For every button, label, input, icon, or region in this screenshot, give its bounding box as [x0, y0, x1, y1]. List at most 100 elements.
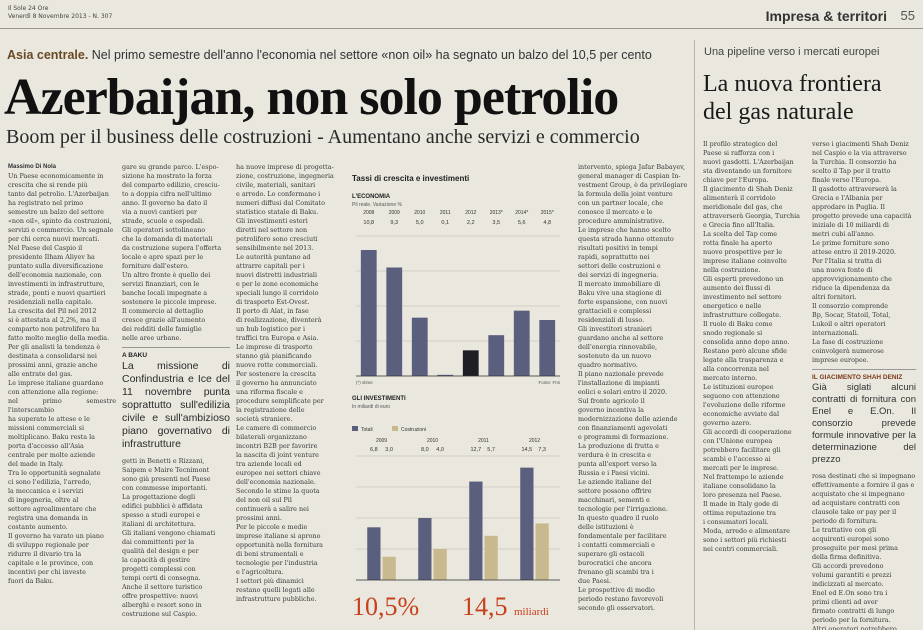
- text-line: sensibilmente nel 2013.: [236, 244, 314, 252]
- issue-date: Venerdì 8 Novembre 2013 - N. 307: [8, 13, 113, 20]
- text-line: l'installazione di impianti: [578, 379, 660, 387]
- text-line: di sviluppo regionale per: [8, 541, 89, 549]
- highlight-growth: 10,5%: [352, 592, 420, 621]
- text-line: potrebbero facilitare gli: [703, 446, 781, 454]
- text-line: Il consorzio comprende: [812, 302, 889, 310]
- text-line: gare su grande parco. L'espo-: [122, 163, 219, 171]
- article-kicker: Asia centrale. Nel primo semestre dell'a…: [7, 48, 652, 62]
- article-subheadline: Boom per il business delle costruzioni -…: [6, 126, 640, 148]
- body-column-2: gare su grande parco. L'espo-sizione ha …: [122, 163, 230, 630]
- text-line: imprese europee.: [812, 356, 869, 364]
- bar: [386, 267, 403, 376]
- text-line: tecnologie per l'industria: [236, 559, 318, 567]
- tick-label: 2011: [440, 210, 451, 216]
- text-line: effettivamente a fornire il gas e: [812, 481, 915, 489]
- text-line: progetti complessi con: [122, 565, 196, 573]
- text-line: cresce grazie all'aumento: [122, 316, 206, 324]
- investment-panel-subtitle: In miliardi di euro: [352, 404, 391, 410]
- text-line: costruzione sul Caspio.: [122, 610, 197, 618]
- legend-swatch: [352, 426, 358, 431]
- section-title: Impresa & territori: [765, 8, 887, 24]
- text-line: alimenterà il corridoio: [703, 194, 776, 202]
- text-line: via a nuovi cantieri per: [122, 208, 198, 216]
- data-label: 5,0: [416, 220, 424, 226]
- text-line: getti in Benetti e Rizzani,: [122, 457, 205, 465]
- text-line: della firma definitiva.: [812, 553, 882, 561]
- text-line: dell'energia rinnovabile,: [578, 343, 658, 351]
- highlight-investment-value: 14,5: [462, 592, 508, 621]
- text-line: italiani di architettura.: [122, 520, 196, 528]
- text-line: porta d'accesso all'Asia: [8, 442, 84, 450]
- text-line: attraverserà Georgia, Turchia: [703, 212, 800, 220]
- data-label: 4,8: [543, 220, 551, 226]
- text-line: Altri operatori potrebbero: [812, 625, 897, 630]
- text-line: incontri B2B per favorire: [236, 442, 318, 450]
- article-headline: Azerbaijan, non solo petrolio: [4, 69, 619, 126]
- text-line: rosa destinati che si impegnano: [812, 472, 916, 480]
- text-line: burocratici che ancora: [578, 559, 652, 567]
- text-line: Le camere di commercio: [236, 424, 317, 432]
- text-line: la meccanica e i servizi: [8, 487, 84, 495]
- text-line: Il profilo strategico del: [703, 140, 778, 148]
- body-text: Il profilo strategico del Paese si raffor…: [703, 140, 805, 554]
- data-label: 12,7: [471, 447, 482, 453]
- bar: [382, 556, 396, 580]
- text-line: tra aziende locali ed: [236, 460, 302, 468]
- text-line: sizione ha mostrato la forza: [122, 172, 212, 180]
- text-line: banche locali impegnate a: [122, 289, 208, 297]
- text-line: scelto il Tap per il tratto: [812, 167, 891, 175]
- economy-panel-subtitle: Pil reale. Variazione %: [352, 202, 402, 208]
- text-line: iniziale di 10 miliardi di: [812, 221, 889, 229]
- tick-label: 2009: [389, 210, 400, 216]
- text-line: diretti nel settore non: [236, 226, 308, 234]
- text-line: di ingegneria, oltre al: [8, 496, 79, 504]
- text-line: consolida anno dopo anno.: [703, 338, 790, 346]
- text-line: Nel Paese del Caspio il: [8, 244, 83, 252]
- text-line: residenziali nella capitale.: [8, 298, 94, 306]
- text-line: acquirenti europei sono: [812, 535, 890, 543]
- text-line: verso i giacimenti Shah Deniz: [812, 140, 909, 148]
- text-line: punta all'export verso la: [578, 460, 657, 468]
- text-line: spesso a studi europei e: [122, 511, 201, 519]
- text-line: «non oil», spinto da costruzioni,: [8, 217, 112, 225]
- text-line: nel primo semestre l'interscambio: [8, 397, 116, 414]
- text-line: e l'agricoltura.: [236, 568, 284, 576]
- text-line: Saipem e Maire Tecnimont: [122, 466, 210, 474]
- note-right: Fonte: Fmi: [538, 380, 560, 385]
- text-line: Secondo le stime la quota: [236, 487, 320, 495]
- text-line: Baku vive una stagione di: [578, 289, 662, 297]
- text-line: economiche avviate dal: [703, 410, 779, 418]
- text-line: fatto molto meglio della media.: [8, 334, 110, 342]
- data-label: 2,2: [467, 220, 475, 226]
- text-line: attese entro il 2019-2020.: [812, 248, 897, 256]
- text-line: si è attestata al 2,2%, ma il: [8, 316, 97, 324]
- text-line: tecnologie per l'irrigazione.: [578, 505, 668, 513]
- text-line: un hub logistico per i: [236, 325, 305, 333]
- text-line: Paese si rafforza con i: [703, 149, 775, 157]
- text-line: approdare in Puglia. Il: [812, 203, 885, 211]
- text-line: Gli esperti prevedono un: [703, 275, 784, 283]
- text-line: alberghi e resort sono in: [122, 601, 202, 609]
- text-line: capitale e le province, con: [8, 559, 94, 567]
- chart-box: Tassi di crescita e investimenti L'ECONO…: [348, 170, 568, 630]
- text-line: statistico statale di Baku.: [236, 208, 319, 216]
- text-line: con attenzione alla regione:: [8, 388, 99, 396]
- text-line: Le aziende italiane del: [578, 478, 652, 486]
- text-line: che la domanda di materiali: [122, 235, 213, 243]
- text-line: dell'economia nazionale.: [236, 478, 316, 486]
- text-line: locale e apre spazi per le: [122, 253, 204, 261]
- bar: [488, 335, 505, 376]
- text-line: europee nei settori chiave: [236, 469, 321, 477]
- text-line: procedure amministrative.: [578, 217, 665, 225]
- text-line: Il mercato immobiliare di: [578, 280, 661, 288]
- text-line: La crescita del Pil nel 2012: [8, 307, 97, 315]
- text-line: to a doppia cifra nell'ultimo: [122, 190, 212, 198]
- info-box: A BAKU La missione di Confindustria e Ic…: [122, 347, 230, 451]
- text-line: settori delle costruzioni e: [578, 262, 661, 270]
- text-line: Le trattative con gli: [812, 526, 877, 534]
- text-line: forniture dall'estero.: [122, 262, 189, 270]
- text-line: scambi e l'accesso ai: [703, 455, 771, 463]
- sidebar-box: IL GIACIMENTO SHAH DENIZ Già siglati alc…: [812, 369, 916, 466]
- text-line: modernizzazione delle aziende: [578, 415, 678, 423]
